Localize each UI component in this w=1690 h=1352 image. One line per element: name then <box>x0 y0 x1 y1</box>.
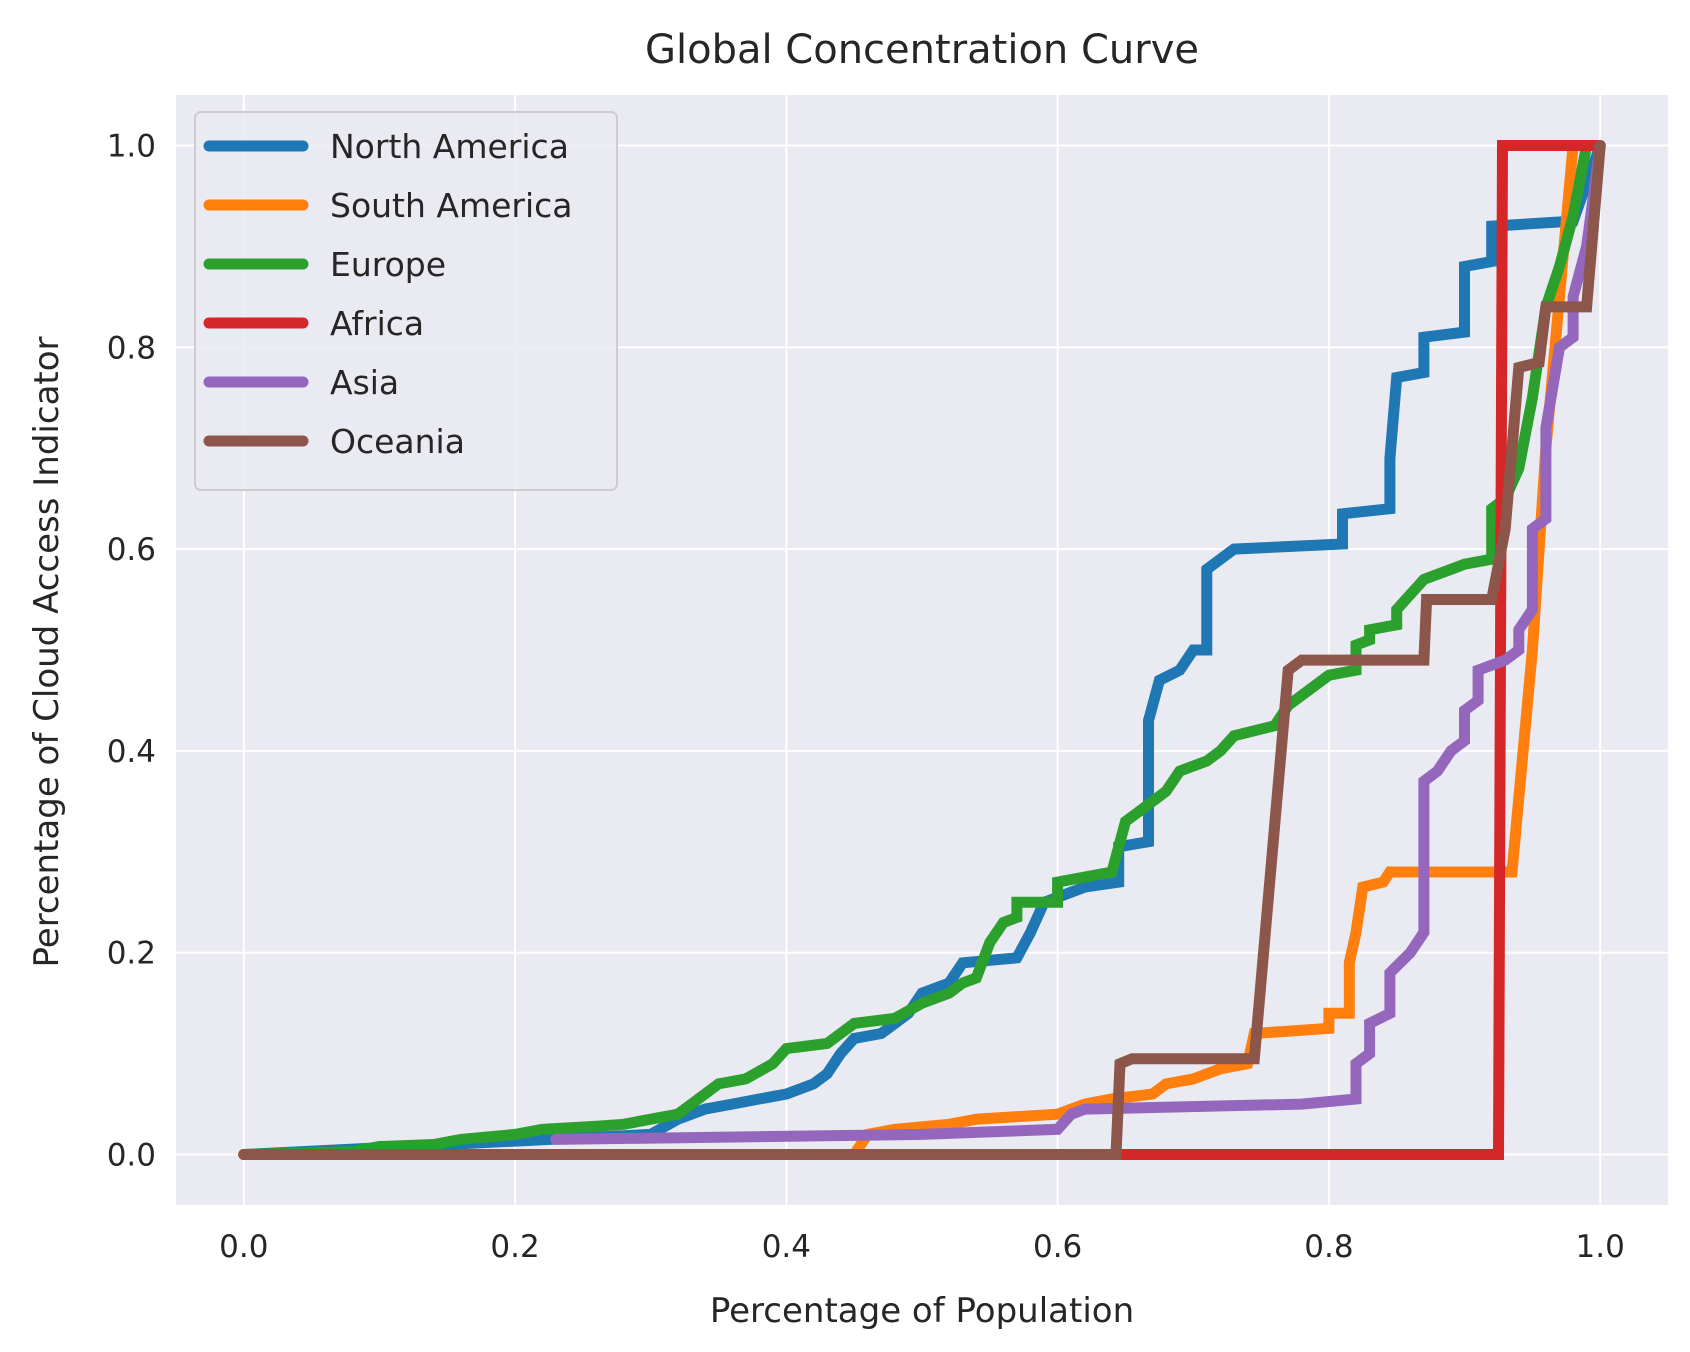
legend-label: South America <box>330 186 573 225</box>
x-axis-label: Percentage of Population <box>710 1291 1134 1331</box>
series-lines <box>238 140 1606 1160</box>
series-line-asia <box>550 140 1606 1145</box>
series-line-europe <box>238 140 1593 1160</box>
y-axis-label: Percentage of Cloud Access Indicator <box>27 336 67 967</box>
y-tick-label: 0.0 <box>107 1138 156 1174</box>
x-tick-label: 0.6 <box>1033 1229 1082 1265</box>
x-tick-label: 1.0 <box>1576 1229 1625 1265</box>
y-ticks: 0.0 0.2 0.4 0.6 0.8 1.0 <box>107 128 156 1173</box>
legend-label: Africa <box>330 304 424 343</box>
y-tick-label: 0.4 <box>107 734 156 770</box>
x-tick-label: 0.4 <box>762 1229 811 1265</box>
chart-title: Global Concentration Curve <box>645 27 1199 73</box>
y-tick-label: 0.2 <box>107 936 156 972</box>
legend-label: Oceania <box>330 422 465 461</box>
y-tick-label: 1.0 <box>107 128 156 164</box>
y-tick-label: 0.8 <box>107 330 156 366</box>
x-tick-label: 0.2 <box>490 1229 539 1265</box>
legend: North America South America Europe Africa As… <box>194 111 618 491</box>
legend-label: North America <box>330 127 569 166</box>
y-tick-label: 0.6 <box>107 532 156 568</box>
legend-label: Asia <box>330 363 399 402</box>
legend-label: Europe <box>330 245 446 284</box>
x-tick-label: 0.8 <box>1304 1229 1353 1265</box>
x-tick-label: 0.0 <box>219 1229 268 1265</box>
x-ticks: 0.0 0.2 0.4 0.6 0.8 1.0 <box>219 1229 1625 1265</box>
series-line-oceania <box>238 140 1606 1160</box>
